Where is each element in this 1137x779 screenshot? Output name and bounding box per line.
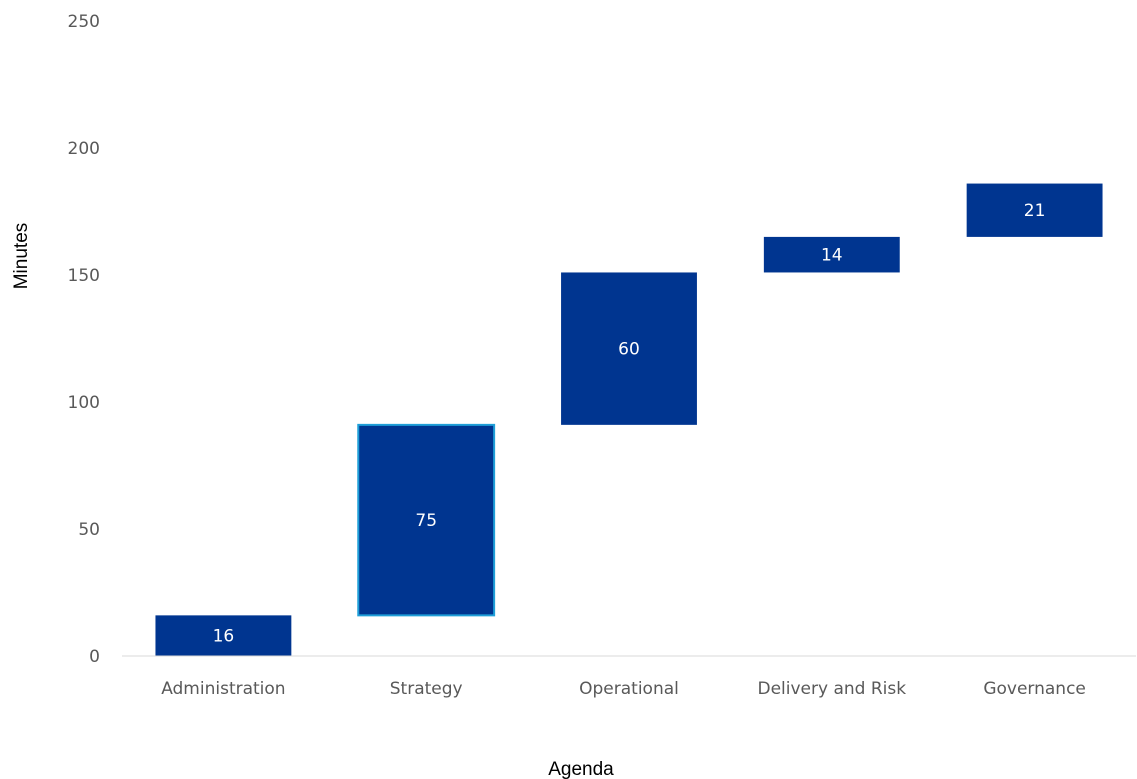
bars: 16 75 60 14 21 [155, 183, 1103, 656]
y-tick-label: 150 [68, 266, 100, 286]
bar-value-label: 14 [821, 246, 843, 266]
x-category-label: Administration [161, 679, 285, 699]
y-tick-label: 250 [68, 12, 100, 32]
bar [966, 183, 1103, 237]
bar-value-label: 16 [213, 627, 235, 647]
x-axis-categories: Administration Strategy Operational Deliver… [161, 679, 1086, 699]
x-category-label: Strategy [390, 679, 463, 699]
y-axis-ticks: 0 50 100 150 200 250 [68, 12, 100, 667]
bar [155, 615, 292, 656]
bar-value-label: 60 [618, 340, 640, 360]
bar-value-label: 21 [1024, 201, 1046, 221]
bar [357, 423, 496, 617]
y-tick-label: 50 [78, 520, 100, 540]
x-category-label: Delivery and Risk [758, 679, 907, 699]
y-axis-title: Minutes [11, 223, 32, 290]
bar [561, 272, 697, 425]
bar [763, 236, 900, 273]
bar-value-label: 75 [415, 511, 437, 531]
y-tick-label: 100 [68, 393, 100, 413]
x-axis-title: Agenda [548, 759, 614, 779]
y-tick-label: 200 [68, 139, 100, 159]
x-category-label: Governance [983, 679, 1086, 699]
y-tick-label: 0 [89, 647, 100, 667]
x-category-label: Operational [579, 679, 679, 699]
